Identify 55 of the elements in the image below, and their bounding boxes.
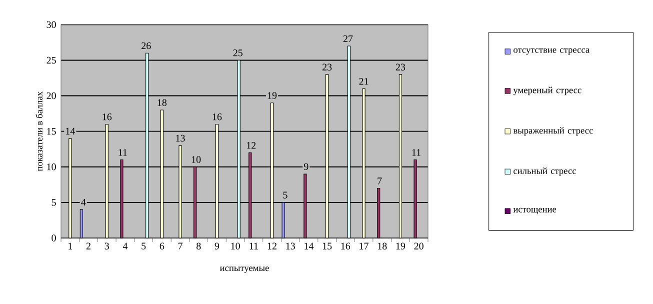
- y-tick-label: 5: [52, 199, 56, 206]
- y-tick-label: 30: [46, 21, 56, 28]
- legend-label: умереный стресс: [513, 86, 582, 96]
- x-tick-label: 4: [122, 242, 128, 250]
- data-label: 16: [102, 114, 112, 120]
- x-tick-label: 10: [231, 242, 240, 250]
- data-label: 21: [359, 78, 368, 85]
- x-tick-label: 17: [360, 242, 368, 250]
- x-tick-label: 20: [414, 242, 424, 250]
- data-label: 10: [192, 156, 201, 163]
- data-label: 7: [378, 178, 382, 184]
- y-tick-label: 20: [46, 92, 56, 100]
- x-tick-label: 6: [160, 242, 164, 250]
- bar: [80, 209, 84, 238]
- x-tick-label: 15: [322, 242, 332, 250]
- data-label: 12: [246, 142, 256, 149]
- data-label: 23: [322, 64, 332, 70]
- x-tick-label: 14: [304, 242, 314, 250]
- data-label: 14: [66, 128, 76, 134]
- y-tick-label: 10: [47, 164, 56, 170]
- data-label: 5: [283, 192, 288, 198]
- data-label: 19: [268, 92, 277, 99]
- x-tick-label: 11: [250, 242, 258, 250]
- legend-label: истощение: [513, 208, 556, 214]
- data-label: 18: [158, 99, 167, 106]
- data-label: 11: [118, 149, 127, 156]
- y-tick-label: 25: [46, 56, 56, 64]
- data-label: 23: [396, 64, 406, 70]
- data-label: 11: [412, 149, 420, 156]
- data-label: 25: [233, 50, 242, 56]
- legend-label: отсутствие стресса: [514, 48, 590, 55]
- y-tick-label: 15: [47, 128, 56, 135]
- data-label: 27: [343, 35, 353, 42]
- x-tick-label: 9: [214, 242, 220, 250]
- x-tick-label: 1: [68, 242, 72, 250]
- data-label: 16: [212, 114, 222, 120]
- data-label: 26: [142, 42, 151, 50]
- x-tick-label: 16: [341, 242, 350, 250]
- legend-label: выраженный стресс: [513, 127, 593, 136]
- x-tick-label: 2: [86, 242, 90, 250]
- data-label: 13: [176, 134, 185, 142]
- x-tick-label: 13: [286, 242, 295, 250]
- x-tick-label: 7: [178, 242, 182, 250]
- x-tick-label: 12: [268, 242, 276, 250]
- x-axis-title: испытуемые: [220, 266, 269, 274]
- data-label: 4: [81, 198, 86, 206]
- x-tick-label: 5: [142, 242, 146, 250]
- x-tick-label: 18: [378, 242, 387, 250]
- data-label: 9: [304, 163, 308, 170]
- x-tick-label: 8: [196, 242, 201, 250]
- x-tick-label: 19: [396, 242, 406, 250]
- y-tick-label: 0: [52, 234, 56, 242]
- legend-label: сильный стресс: [514, 168, 576, 176]
- y-axis-title: показатели в баллах: [36, 92, 42, 172]
- x-tick-label: 3: [104, 242, 109, 250]
